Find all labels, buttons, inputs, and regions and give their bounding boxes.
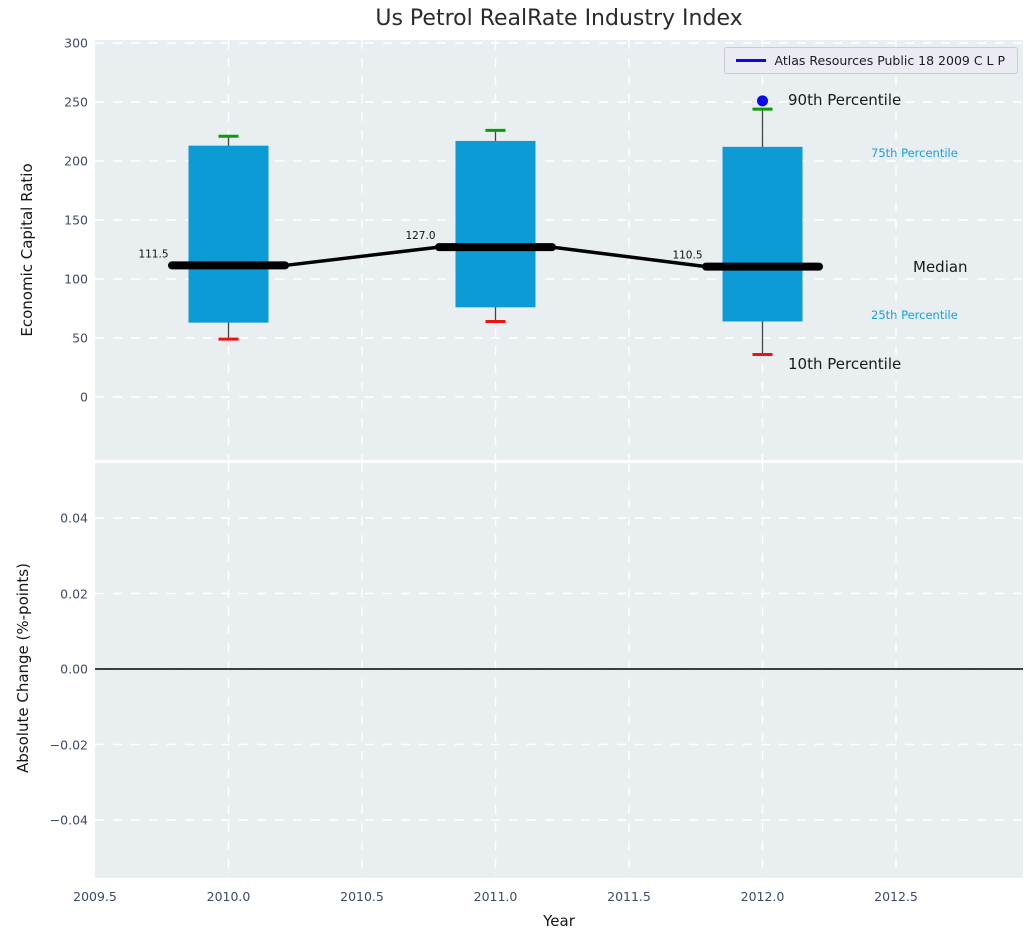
ytick-label-bottom-0-04: −0.04 — [49, 812, 88, 828]
y-axis-label-bottom: Absolute Change (%-points) — [14, 563, 32, 773]
box-2010 — [188, 145, 269, 323]
ytick-label-bottom-0-00: 0.00 — [60, 661, 88, 677]
legend-label: Atlas Resources Public 18 2009 C L P — [774, 53, 1005, 68]
median-value-label-2011: 127.0 — [405, 230, 435, 242]
ytick-label-top-250: 250 — [64, 94, 88, 110]
bottom-plot-canvas — [95, 463, 1023, 878]
xtick-label-2010-0: 2010.0 — [206, 889, 251, 904]
xtick-label-2010-5: 2010.5 — [340, 889, 384, 904]
box-2011 — [455, 140, 536, 308]
chart-title: Us Petrol RealRate Industry Index — [375, 6, 743, 31]
ytick-label-top-0: 0 — [80, 389, 88, 405]
top-plot-canvas: 111.5 127.0 110.5 — [95, 40, 1023, 460]
xtick-label-2012-5: 2012.5 — [874, 889, 918, 904]
median-value-label-2010: 111.5 — [138, 248, 168, 260]
x-axis-label: Year — [543, 912, 575, 930]
legend: Atlas Resources Public 18 2009 C L P — [723, 47, 1018, 74]
ytick-label-top-50: 50 — [72, 330, 88, 346]
ytick-label-bottom-0-02: 0.02 — [60, 586, 88, 601]
box-2012 — [722, 146, 803, 322]
ytick-label-bottom-0-04: 0.04 — [60, 510, 88, 526]
company-point — [757, 95, 768, 107]
median-value-label-2012: 110.5 — [672, 250, 702, 262]
ytick-label-top-300: 300 — [64, 35, 88, 51]
ytick-label-bottom-0-02: −0.02 — [49, 737, 88, 752]
ytick-label-top-150: 150 — [64, 212, 88, 228]
y-axis-label-top: Economic Capital Ratio — [18, 163, 36, 337]
bottom-plot — [95, 463, 1023, 878]
xtick-label-2011-0: 2011.0 — [473, 889, 518, 904]
legend-line-swatch — [735, 59, 766, 62]
xtick-label-2011-5: 2011.5 — [607, 889, 651, 904]
ytick-label-top-200: 200 — [64, 153, 88, 169]
top-plot: 111.5 127.0 110.5 90th Percentile 75th Perc… — [95, 40, 1023, 460]
ytick-label-top-100: 100 — [64, 271, 88, 287]
xtick-label-2009-5: 2009.5 — [73, 889, 117, 904]
xtick-label-2012-0: 2012.0 — [740, 889, 785, 904]
